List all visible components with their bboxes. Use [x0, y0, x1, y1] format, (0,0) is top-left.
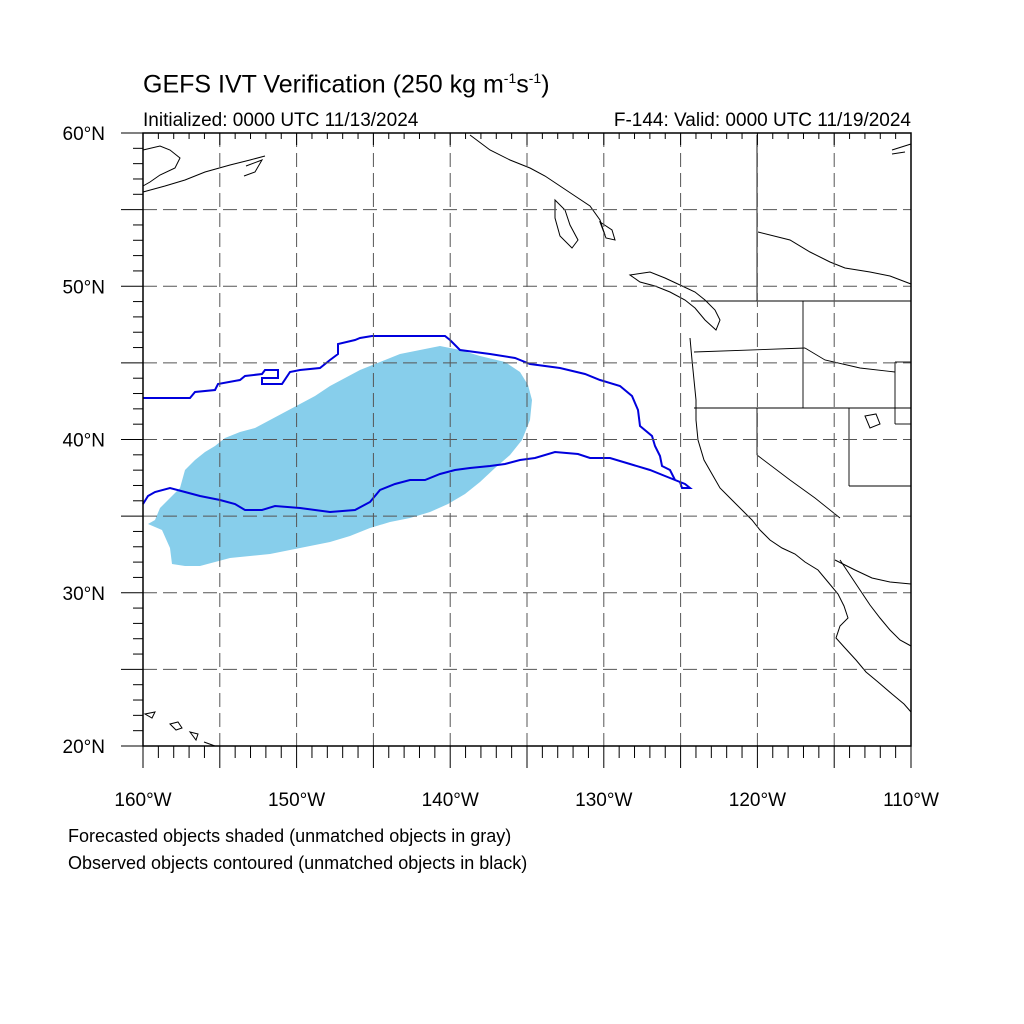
- lat-label: 50°N: [63, 277, 105, 298]
- lon-label: 140°W: [422, 790, 479, 811]
- init-time-label: Initialized: 0000 UTC 11/13/2024: [143, 110, 419, 131]
- political-boundaries: [691, 135, 911, 519]
- lon-label: 120°W: [729, 790, 786, 811]
- lat-label: 30°N: [63, 584, 105, 605]
- note-observed: Observed objects contoured (unmatched ob…: [68, 853, 528, 873]
- observed-contour: [142, 335, 693, 514]
- lon-label: 160°W: [114, 790, 171, 811]
- chart-title: GEFS IVT Verification (250 kg m-1s-1): [143, 70, 550, 99]
- valid-time-label: F-144: Valid: 0000 UTC 11/19/2024: [613, 110, 911, 131]
- lat-label: 60°N: [63, 124, 105, 145]
- lon-label: 150°W: [268, 790, 325, 811]
- note-forecast: Forecasted objects shaded (unmatched obj…: [68, 826, 512, 846]
- graticule: [143, 133, 911, 746]
- forecast-object: [148, 346, 532, 566]
- lon-label: 130°W: [575, 790, 632, 811]
- axis-ticks: [121, 132, 912, 768]
- lat-labels: 60°N 50°N 40°N 30°N 20°N: [63, 124, 105, 758]
- lon-labels: 160°W 150°W 140°W 130°W 120°W 110°W: [114, 790, 939, 811]
- lat-label: 40°N: [63, 431, 105, 452]
- lon-label: 110°W: [883, 790, 939, 811]
- lat-label: 20°N: [63, 737, 105, 758]
- coastlines: [142, 134, 912, 747]
